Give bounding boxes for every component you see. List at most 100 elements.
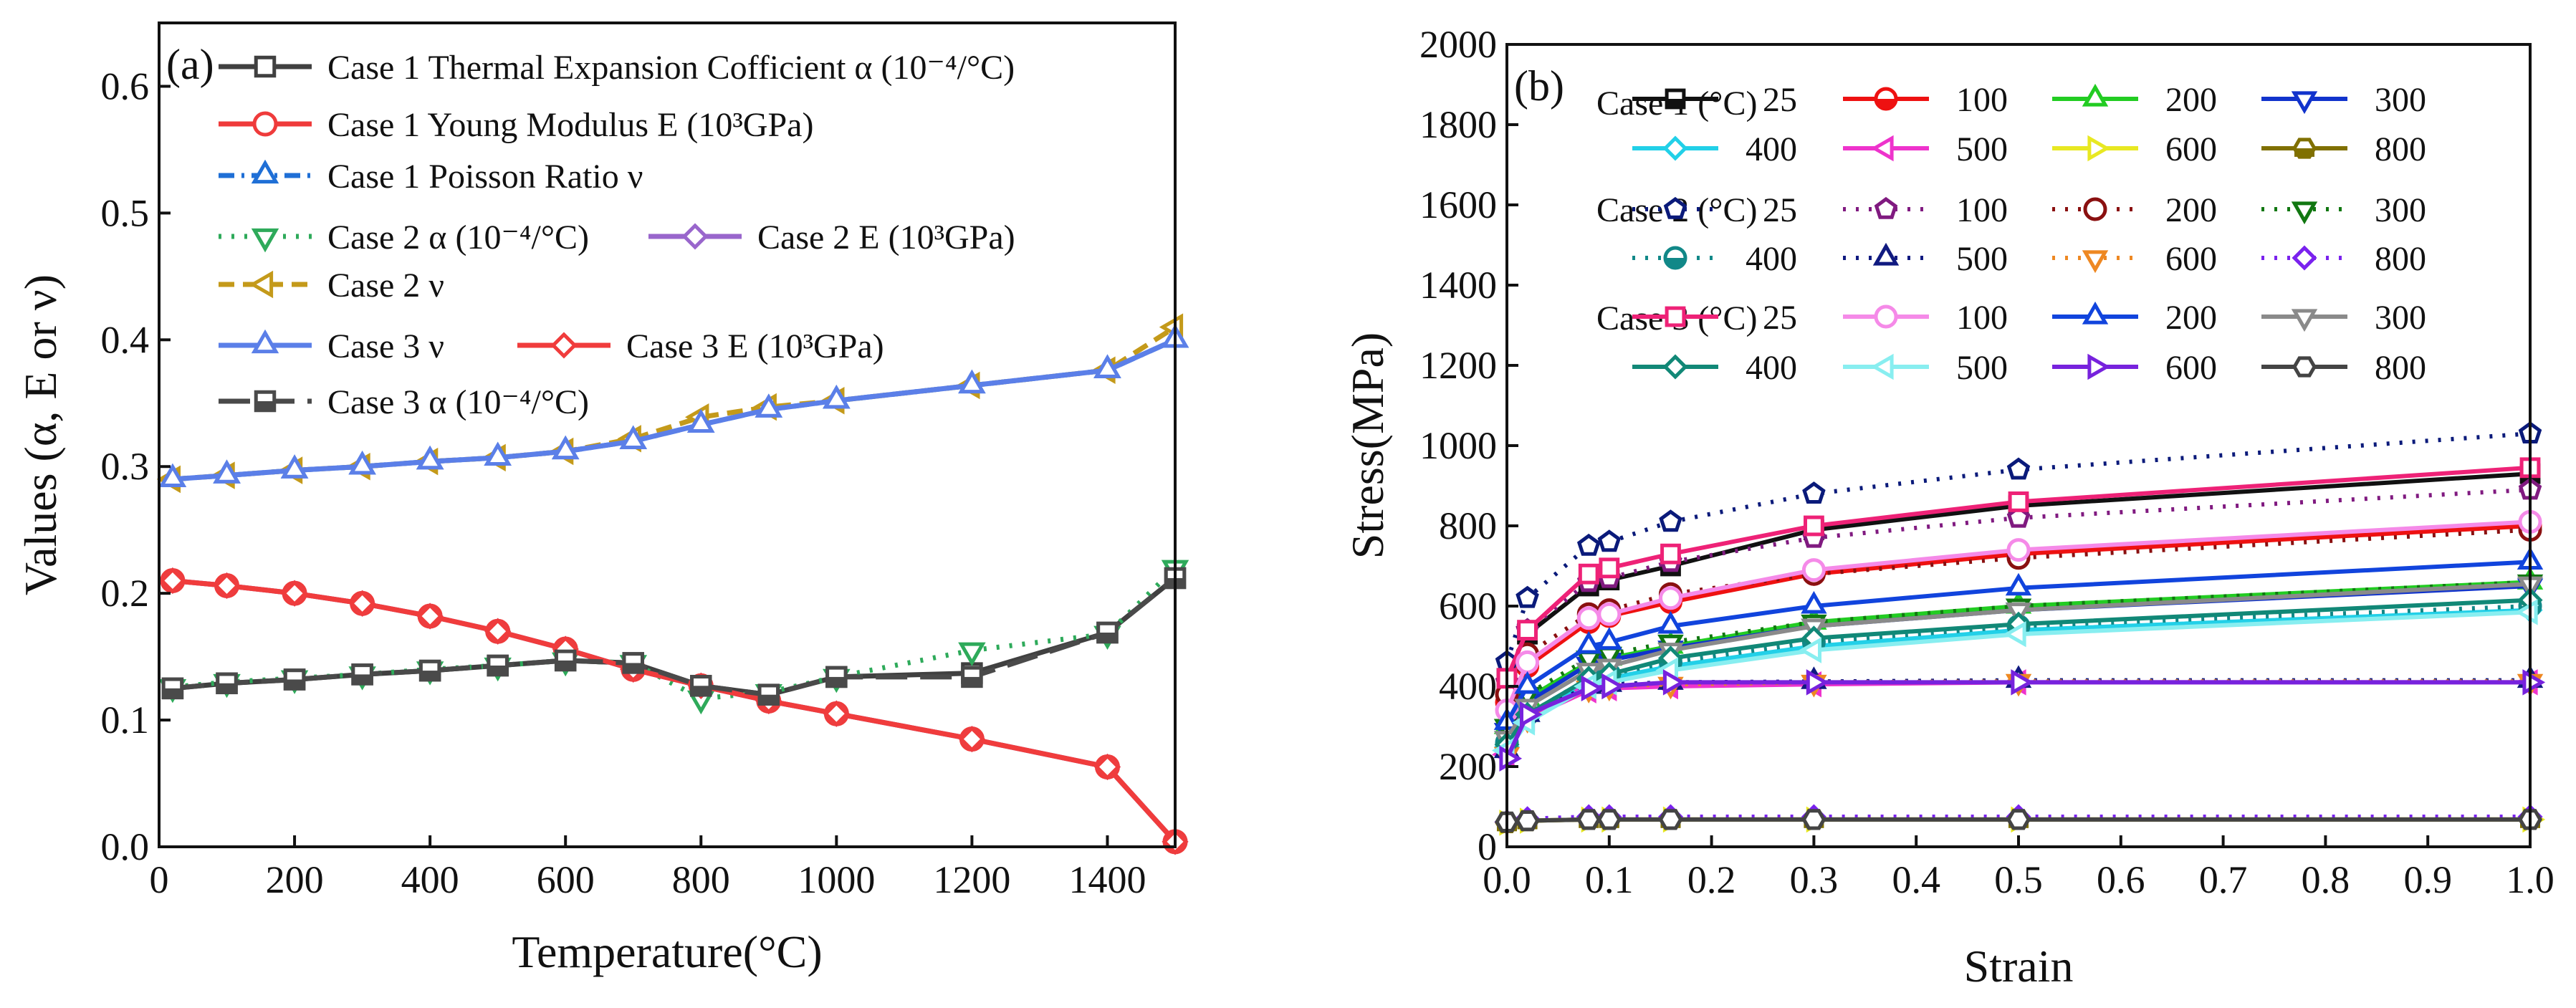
panel-a-y-tick-label: 0.1	[101, 699, 150, 741]
panel-a-legend-label: Case 3 ν	[327, 327, 444, 365]
panel-b-legend-item: 500	[1843, 130, 2008, 168]
panel-b-series-case-3-c-800	[1495, 809, 2542, 832]
panel-a-legend-item-7: Case 3 E (10³GPa)	[517, 327, 884, 365]
panel-a-series-line	[172, 578, 1177, 844]
panel-a-data-point	[757, 683, 780, 706]
panel-b-x-tick-label: 0.7	[2199, 858, 2248, 901]
panel-b-data-point	[2006, 809, 2031, 830]
panel-b-legend-marker	[1665, 306, 1686, 327]
panel-b-data-point	[1596, 627, 1623, 650]
panel-a-legend-item-8: Case 3 α (10⁻⁴/°C)	[219, 383, 589, 421]
panel-a-data-point	[1093, 354, 1121, 378]
panel-b-data-point	[1801, 809, 1826, 830]
panel-a-data-point	[216, 672, 238, 695]
panel-a-series	[156, 313, 1189, 855]
panel-a-data-point	[416, 603, 444, 630]
panel-b-legend-marker	[2292, 356, 2317, 378]
panel-b-data-point	[1799, 637, 1821, 663]
panel-b-legend-item: 100	[1843, 299, 2008, 337]
panel-a-data-point	[823, 384, 851, 409]
panel-a-series-line	[172, 578, 1177, 844]
panel-b-legend-marker	[2082, 83, 2109, 107]
panel-b-x-tick-label: 0.9	[2403, 858, 2452, 901]
panel-b-legend-marker	[1870, 135, 1894, 162]
panel-a-legend-marker	[681, 223, 709, 250]
panel-b-data-point	[1599, 557, 1620, 579]
panel-a-data-point	[755, 393, 783, 418]
panel-a-data-point	[416, 445, 444, 470]
panel-b-data-point	[1657, 610, 1684, 634]
panel-b-data-point	[1499, 745, 1523, 772]
panel-a-legend-item-1: Case 1 Young Modulus E (10³GPa)	[219, 106, 813, 144]
panel-a-data-point	[823, 700, 850, 727]
panel-a-y-tick-label: 0.5	[101, 191, 150, 234]
panel-b-x-axis-title: Strain	[1964, 941, 2074, 992]
panel-b-y-tick-label: 2000	[1419, 23, 1497, 66]
panel-b-y-tick-label: 1800	[1419, 103, 1497, 146]
panel-a-legend-item-3: Case 2 α (10⁻⁴/°C)	[219, 219, 589, 256]
panel-b-legend-marker	[1874, 304, 1898, 329]
panel-b-legend-item: 400	[1632, 130, 1797, 168]
panel-b-data-point	[1802, 481, 1826, 504]
panel-a-data-point	[159, 567, 186, 595]
panel-b-legend-item: 200	[2052, 191, 2217, 229]
panel-b-legend-label: 100	[1956, 81, 2008, 119]
panel-b-data-point	[1576, 809, 1601, 830]
panel-a-series-0	[161, 567, 1187, 706]
panel-b-y-tick-label: 1200	[1419, 344, 1497, 387]
panel-a-series-3	[158, 560, 1189, 715]
panel-b-y-tick-label: 200	[1439, 745, 1497, 788]
panel-b-data-point	[1576, 533, 1601, 556]
panel-a-label: (a)	[166, 41, 214, 88]
panel-b-x-tick-label: 0.6	[2097, 858, 2145, 901]
panel-b-legend-item: 25	[1632, 191, 1797, 229]
panel-a-data-point	[280, 454, 309, 479]
panel-a-data-point	[622, 652, 644, 674]
panel-a-series-4	[159, 567, 1189, 855]
panel-b-data-point	[2006, 505, 2031, 528]
panel-b-y-tick-label: 1000	[1419, 424, 1497, 467]
panel-b-data-point	[1516, 650, 1540, 674]
panel-b-legend-label: 800	[2375, 130, 2426, 168]
panel-a-data-point	[161, 677, 184, 700]
panel-a-data-point	[418, 659, 441, 682]
panel-b-series-line	[1505, 560, 2531, 724]
panel-b-legend-marker	[1663, 246, 1687, 270]
panel-b-legend-label: 300	[2375, 81, 2426, 119]
panel-a-legend-label: Case 1 Thermal Expansion Cofficient α (1…	[327, 49, 1015, 87]
panel-a-data-point	[349, 590, 376, 617]
panel-b-legend-item: 800	[2261, 349, 2426, 387]
panel-b-data-point	[2514, 599, 2538, 625]
panel-b-legend-label: 400	[1746, 130, 1797, 168]
panel-a-data-point	[484, 618, 512, 645]
panel-b-legend-item: 100	[1843, 81, 2008, 119]
panel-b-y-tick-label: 600	[1439, 585, 1497, 628]
panel-b-legend-marker	[1663, 196, 1687, 219]
panel-a-data-point	[958, 726, 985, 753]
panel-b-data-point	[1801, 558, 1826, 582]
panel-a-data-point	[484, 441, 512, 466]
panel-b-ticks: 0.0 0.1 0.2 0.3 0.4 0.5 0.6 0.7 0.8 0.9 1.0 0 200 400…	[1419, 23, 2555, 901]
panel-b-legend-label: 800	[2375, 240, 2426, 278]
panel-a-data-point	[487, 654, 509, 677]
panel-a-series-line	[172, 337, 1177, 482]
panel-a-legend-label: Case 1 Young Modulus E (10³GPa)	[327, 106, 813, 144]
panel-a-data-point	[283, 668, 306, 691]
panel-a-legend-label: Case 2 E (10³GPa)	[757, 219, 1015, 256]
panel-b-data-point	[1575, 630, 1602, 654]
panel-b-data-point	[1806, 669, 1829, 696]
panel-a-y-tick-label: 0.3	[101, 445, 150, 488]
panel-b-series-line	[1506, 815, 2530, 825]
panel-a-legend-item-6: Case 3 ν	[219, 327, 444, 365]
panel-b-series-line	[1505, 604, 2531, 744]
panel-a-y-tick-label: 0.6	[101, 64, 150, 107]
panel-a-data-point	[158, 463, 187, 487]
panel-b-legend-marker	[1870, 353, 1894, 380]
panel-b-data-point	[1515, 810, 1540, 832]
panel-a-legend-marker	[252, 111, 278, 137]
panel-a-plot-frame	[158, 21, 1177, 848]
panel-b-legend-item: 200	[2052, 299, 2217, 337]
panel-b-legend-label: 500	[1956, 240, 2008, 278]
